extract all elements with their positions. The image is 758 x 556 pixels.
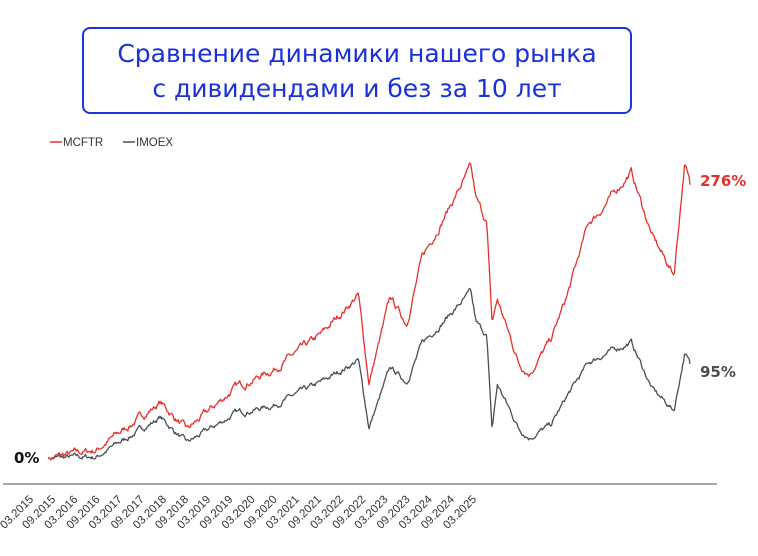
baseline-label: 0%: [14, 449, 39, 467]
series-line-mcftr: [47, 162, 691, 461]
end-label-imoex: 95%: [700, 363, 736, 381]
legend-label-imoex: IMOEX: [136, 137, 173, 149]
series-line-imoex: [47, 287, 691, 461]
end-label-mcftr: 276%: [700, 172, 746, 190]
chart-title-box: Сравнение динамики нашего рынка с дивиде…: [82, 27, 632, 114]
chart-title-line2: с дивидендами и без за 10 лет: [152, 73, 562, 103]
chart-title-line1: Сравнение динамики нашего рынка: [117, 38, 597, 68]
legend: MCFTR IMOEX: [50, 137, 173, 149]
legend-label-mcftr: MCFTR: [63, 137, 103, 149]
